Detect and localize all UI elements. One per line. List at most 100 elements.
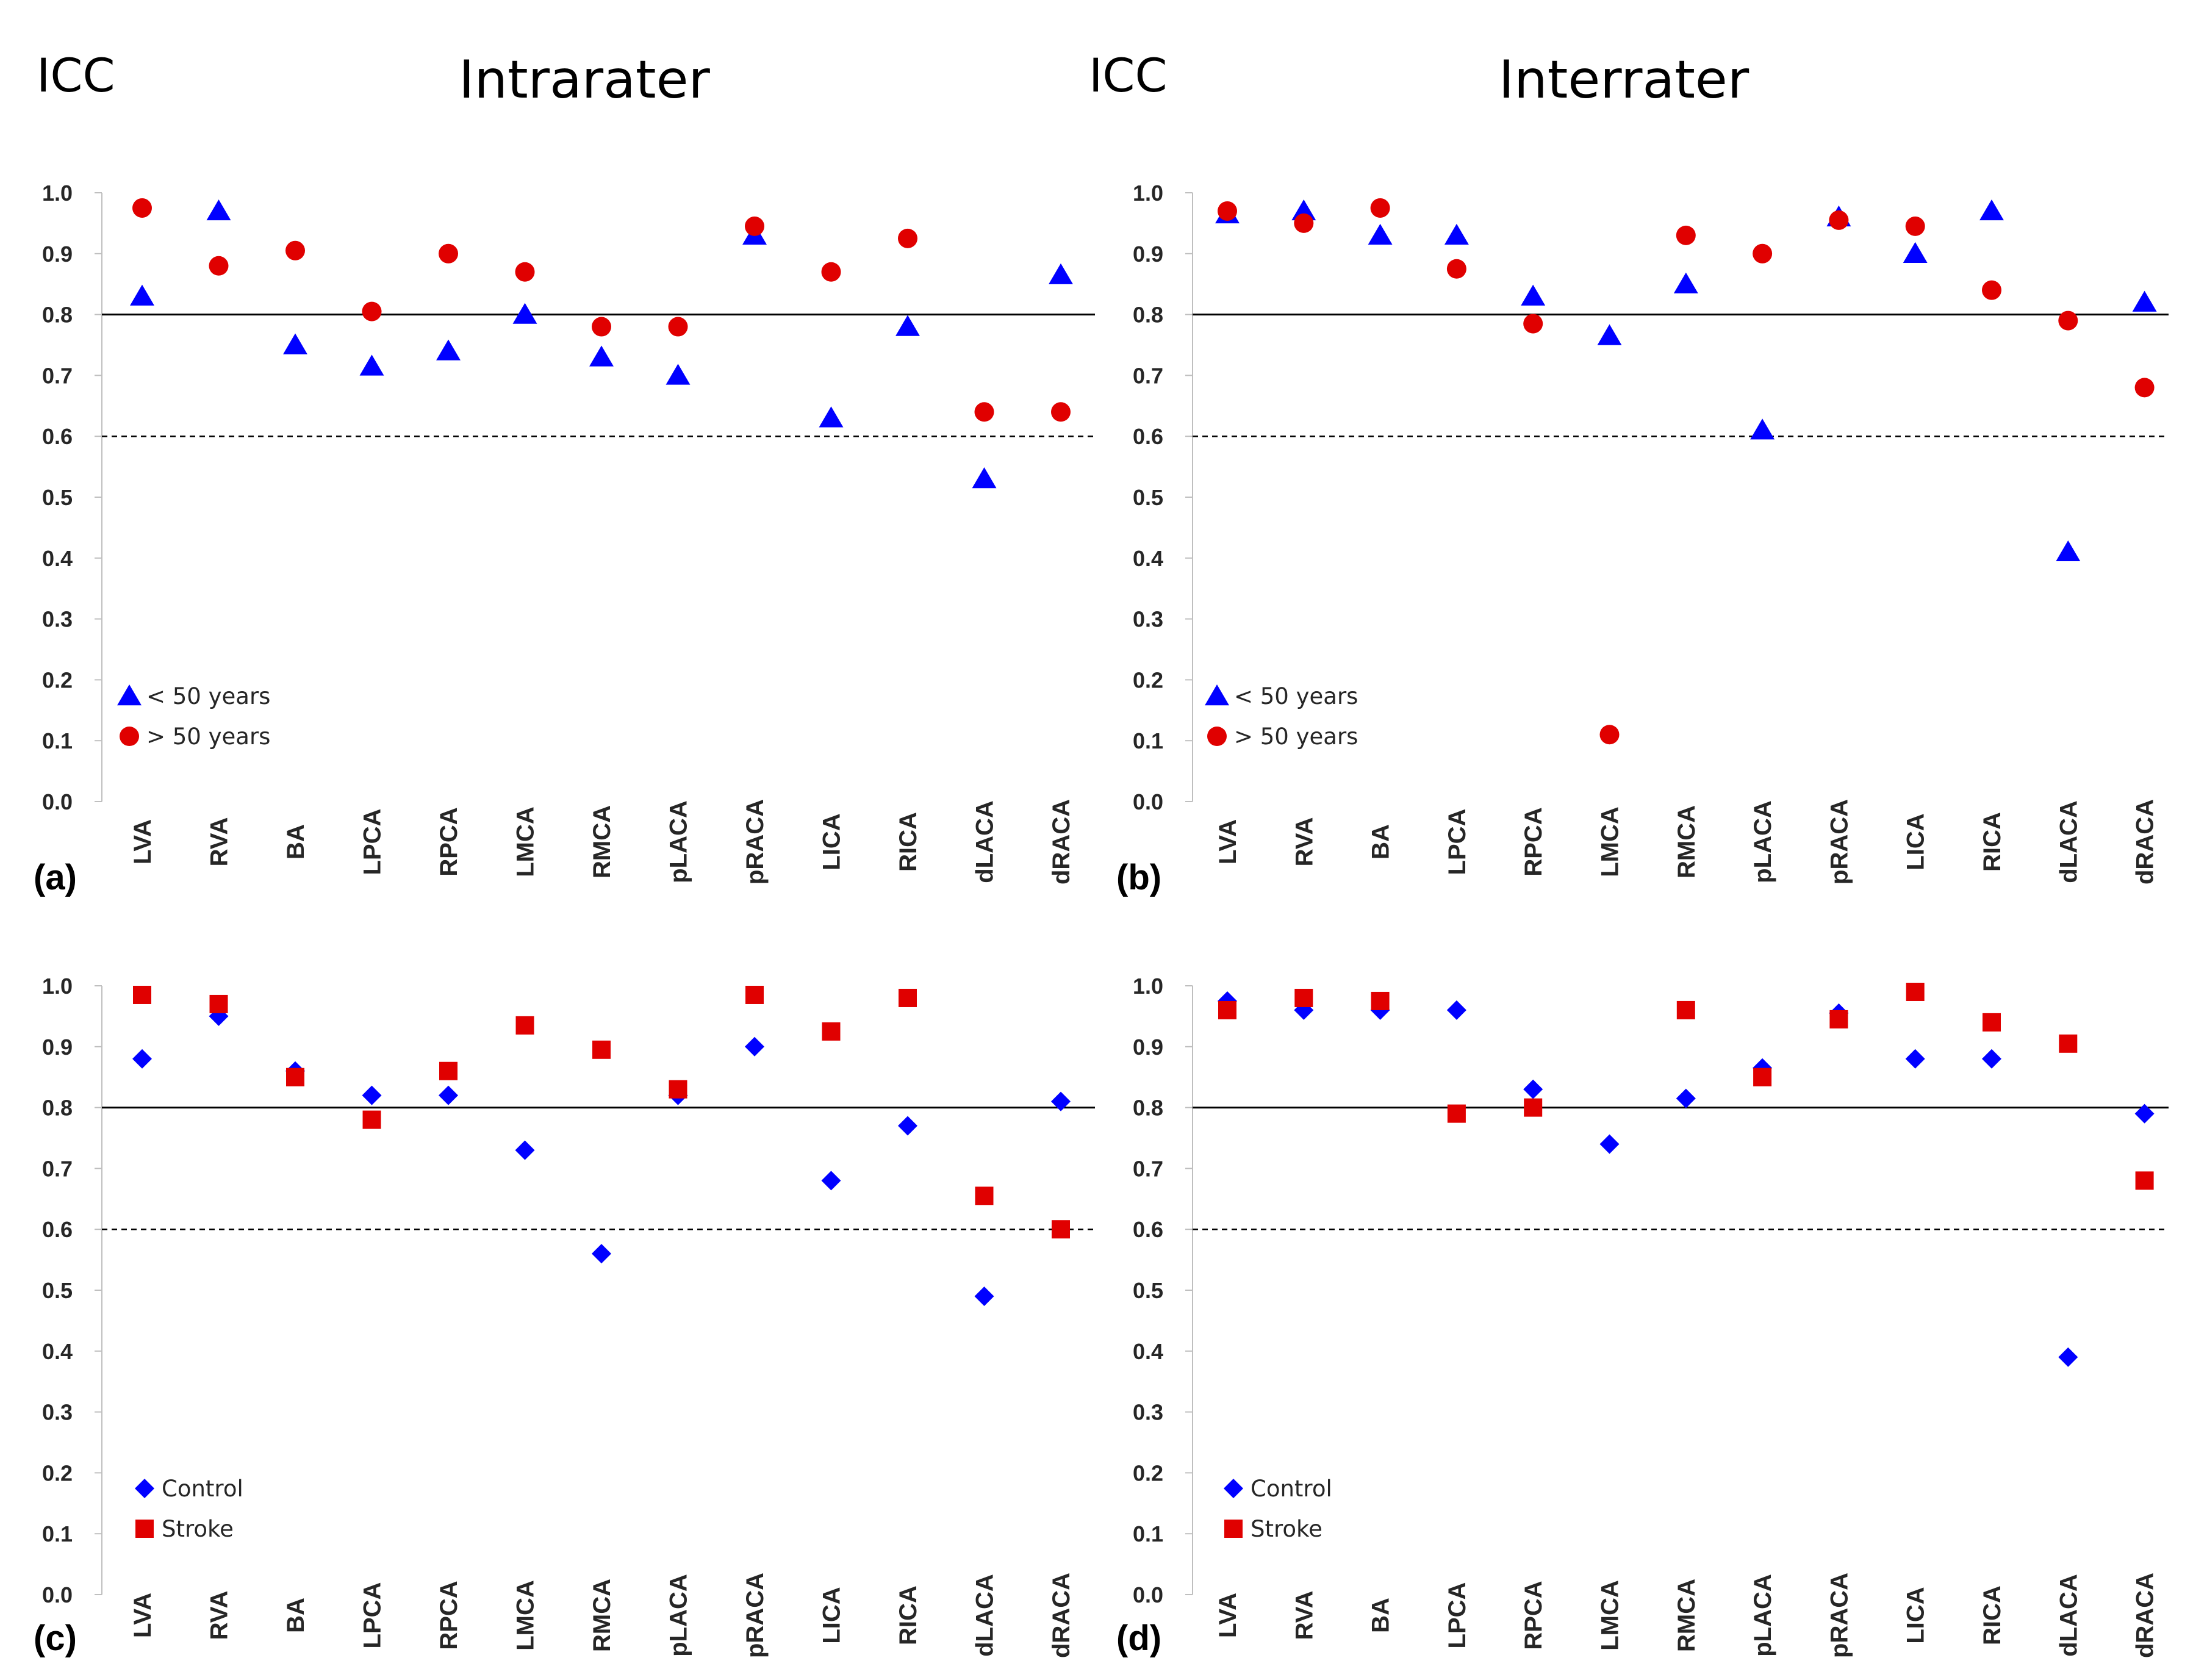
category-label: dLACA [2055, 1574, 2082, 1657]
data-point [1750, 418, 1775, 440]
panel-a: 0.0 0.1 0.2 0.3 0.4 0.5 0.6 0.7 0.8 0.9 1.0 LVA RVA B… [34, 181, 1095, 897]
legend-marker [1224, 1479, 1243, 1498]
category-label: pLACA [1749, 1574, 1776, 1657]
data-point [1218, 201, 1237, 221]
category-label: LICA [1903, 1587, 1929, 1643]
category-label: LICA [819, 1587, 845, 1643]
data-point [1673, 272, 1698, 293]
legend-label: > 50 years [146, 723, 270, 750]
data-point [283, 333, 307, 354]
data-point [515, 1140, 535, 1160]
legend-marker [135, 1479, 154, 1498]
data-point [974, 402, 994, 422]
panel-label: (a) [34, 858, 77, 897]
data-point [2134, 1104, 2155, 1124]
category-label: LMCA [512, 806, 539, 877]
data-point [1446, 1000, 1466, 1020]
data-point [972, 467, 997, 489]
panel-label: (d) [1116, 1618, 1161, 1658]
legend-marker [1224, 1520, 1243, 1538]
data-point [515, 1016, 534, 1035]
legend-label: > 50 years [1234, 723, 1358, 750]
data-point [1599, 725, 1620, 745]
data-point [821, 1171, 841, 1191]
right-title: Interrater [1499, 49, 1749, 110]
data-point [745, 1036, 764, 1057]
category-label: RICA [895, 1585, 922, 1645]
category-label: RPCA [436, 807, 462, 876]
data-point [2135, 1171, 2154, 1190]
data-point [666, 364, 691, 385]
data-point [1676, 225, 1696, 245]
y-tick-label: 0.8 [42, 303, 73, 328]
data-point [209, 256, 229, 276]
category-label: LVA [1215, 1593, 1241, 1638]
right-y-label: ICC [1089, 48, 1168, 102]
data-point [1753, 1068, 1772, 1086]
data-point [669, 1080, 687, 1099]
data-point [512, 303, 537, 324]
legend-marker [135, 1520, 154, 1538]
y-tick-label: 0.5 [42, 485, 73, 510]
category-label: RVA [1291, 817, 1318, 867]
category-label: pLACA [666, 800, 692, 883]
category-label: pRACA [742, 1573, 769, 1658]
category-label: RVA [206, 1591, 233, 1640]
data-point [133, 985, 151, 1004]
data-point [515, 262, 535, 282]
category-label: LPCA [359, 1582, 386, 1649]
data-point [2056, 540, 2081, 562]
y-tick-label: 0.9 [42, 242, 73, 267]
category-label: RPCA [1520, 1581, 1547, 1649]
data-point [592, 1040, 611, 1059]
data-point [1523, 314, 1543, 334]
category-label: dRACA [2132, 799, 2159, 885]
y-tick-label: 1.0 [1133, 974, 1163, 999]
y-tick-label: 0.2 [1133, 1460, 1163, 1485]
data-point [362, 1085, 382, 1105]
data-point [899, 988, 917, 1007]
data-point [1294, 213, 1314, 233]
y-tick-label: 0.9 [1133, 1035, 1163, 1060]
data-point [359, 354, 384, 376]
y-tick-label: 0.0 [1133, 1582, 1163, 1607]
category-label: pRACA [1826, 799, 1853, 885]
data-point [285, 240, 305, 260]
y-tick-label: 0.7 [1133, 1156, 1163, 1181]
data-point [1982, 280, 2001, 300]
y-tick-label: 0.6 [1133, 424, 1163, 449]
y-tick-label: 0.3 [42, 607, 73, 632]
panel-label: (b) [1116, 858, 1161, 897]
panel-b: 0.0 0.1 0.2 0.3 0.4 0.5 0.6 0.7 0.8 0.9 1.0 LVA RVA B… [1116, 181, 2169, 897]
category-label: RICA [895, 812, 922, 872]
category-label: dLACA [2055, 800, 2082, 883]
category-label: BA [282, 1598, 309, 1633]
data-point [1523, 1079, 1543, 1099]
category-label: RVA [206, 817, 233, 867]
data-point [206, 199, 231, 221]
data-point [1291, 199, 1316, 221]
data-point [745, 985, 764, 1004]
category-label: LPCA [1444, 1582, 1471, 1649]
data-point [1905, 1049, 1925, 1069]
y-tick-label: 1.0 [42, 181, 73, 206]
data-point [1370, 198, 1390, 218]
data-point [822, 1022, 841, 1041]
data-point [1444, 223, 1469, 245]
panel-d: 0.0 0.1 0.2 0.3 0.4 0.5 0.6 0.7 0.8 0.9 1.0 LVA RVA B… [1116, 974, 2169, 1658]
data-point [2132, 290, 2157, 312]
panel-c: 0.0 0.1 0.2 0.3 0.4 0.5 0.6 0.7 0.8 0.9 1.0 LVA RVA B… [34, 974, 1095, 1658]
y-tick-label: 0.1 [1133, 728, 1163, 753]
panel-label: (c) [34, 1618, 77, 1658]
data-point [1597, 324, 1622, 345]
category-label: LICA [819, 813, 845, 870]
data-point [1903, 242, 1928, 263]
data-point [1599, 1134, 1620, 1154]
legend-label: Control [162, 1476, 243, 1502]
data-point [286, 1068, 304, 1086]
data-point [592, 317, 611, 337]
data-point [1051, 402, 1071, 422]
legend-marker [1205, 684, 1229, 706]
data-point [1049, 263, 1073, 284]
category-label: RMCA [589, 1579, 615, 1652]
